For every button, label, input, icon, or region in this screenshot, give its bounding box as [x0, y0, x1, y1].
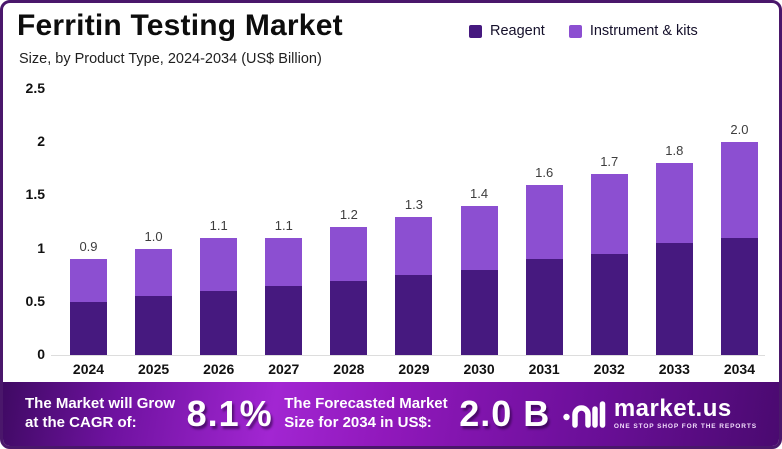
- segment-reagent: [460, 269, 498, 355]
- bar-total-label: 1.1: [274, 217, 293, 233]
- segment-reagent: [265, 285, 303, 355]
- instrument-swatch-icon: [568, 24, 582, 38]
- bar-chart: 0 0.5 1 1.5 2 2.5 0.9 1.0 1.1 1.1 1.2 1.3 1.4 1.6 1.7…: [3, 3, 779, 446]
- x-axis-label-2027: 2027: [268, 361, 300, 377]
- segment-reagent: [590, 253, 628, 355]
- page-title: Ferritin Testing Market: [17, 9, 343, 42]
- bar-total-label: 2.0: [730, 122, 749, 138]
- forecast-label-line1: The Forecasted Market: [284, 395, 448, 413]
- chart-legend: Reagent Instrument & kits: [469, 23, 698, 39]
- chart-subtitle: Size, by Product Type, 2024-2034 (US$ Bi…: [19, 51, 322, 67]
- bar-total-label: 1.3: [404, 196, 423, 212]
- segment-instrument-kits: [590, 174, 628, 254]
- logo-tagline: ONE STOP SHOP FOR THE REPORTS: [613, 423, 757, 431]
- bar-total-label: 1.8: [665, 143, 684, 159]
- segment-instrument-kits: [460, 206, 498, 270]
- segment-instrument-kits: [70, 259, 107, 302]
- legend-item-reagent: Reagent: [469, 23, 545, 39]
- x-axis-label-2031: 2031: [528, 361, 560, 377]
- x-axis-line: [51, 355, 765, 356]
- marketus-logo: market.us ONE STOP SHOP FOR THE REPORTS: [562, 396, 757, 432]
- legend-item-instrument: Instrument & kits: [568, 23, 698, 39]
- x-axis-label-2032: 2032: [593, 361, 625, 377]
- logo-text: market.us: [613, 395, 732, 423]
- marketus-logo-icon: [563, 401, 606, 428]
- y-tick-label: 1: [37, 239, 45, 256]
- bar-total-label: 1.7: [600, 154, 619, 170]
- bar-total-label: 1.4: [470, 186, 489, 202]
- cagr-value: 8.1%: [186, 393, 273, 434]
- segment-instrument-kits: [330, 227, 368, 281]
- forecast-label: The Forecasted Market Size for 2034 in U…: [284, 395, 447, 433]
- segment-reagent: [655, 243, 693, 355]
- segment-instrument-kits: [135, 248, 173, 297]
- y-tick-label: 2: [37, 133, 45, 150]
- legend-label: Instrument & kits: [589, 23, 698, 39]
- segment-reagent: [200, 291, 238, 355]
- bar-2028: 1.2: [330, 207, 368, 355]
- segment-instrument-kits: [655, 163, 693, 244]
- segment-reagent: [330, 280, 368, 355]
- x-axis-labels: 2024 2025 2026 2027 2028 2029 2030 2031 2032 2033…: [70, 361, 758, 377]
- segment-reagent: [395, 275, 433, 355]
- cagr-label-line1: The Market will Grow: [25, 395, 176, 413]
- bar-2029: 1.3: [395, 196, 433, 355]
- segment-instrument-kits: [265, 237, 303, 286]
- legend-label: Reagent: [490, 23, 545, 39]
- segment-instrument-kits: [720, 142, 758, 238]
- bar-2033: 1.8: [655, 143, 693, 355]
- segment-reagent: [70, 301, 107, 355]
- bar-total-label: 1.1: [209, 217, 228, 233]
- x-axis-label-2030: 2030: [463, 361, 495, 377]
- bar-2024: 0.9: [70, 239, 107, 355]
- stats-banner: The Market will Grow at the CAGR of: 8.1…: [3, 382, 779, 446]
- bar-2025: 1.0: [135, 228, 173, 355]
- x-axis-label-2026: 2026: [203, 361, 235, 377]
- x-axis-label-2034: 2034: [723, 361, 756, 377]
- bar-total-label: 1.0: [144, 228, 163, 244]
- segment-reagent: [525, 259, 563, 355]
- cagr-label-line2: at the CAGR of:: [25, 414, 137, 431]
- forecast-value: 2.0 B: [459, 393, 551, 434]
- y-tick-label: 0.5: [25, 292, 45, 309]
- bar-total-label: 0.9: [79, 239, 98, 255]
- x-axis-label-2025: 2025: [138, 361, 170, 377]
- bar-2031: 1.6: [525, 164, 563, 355]
- bar-2027: 1.1: [265, 217, 303, 355]
- bar-2034: 2.0: [720, 122, 758, 355]
- bar-2030: 1.4: [460, 186, 498, 355]
- bar-total-label: 1.6: [535, 164, 554, 180]
- bar-2032: 1.7: [590, 154, 628, 355]
- cagr-label: The Market will Grow at the CAGR of:: [25, 395, 175, 433]
- segment-instrument-kits: [395, 216, 433, 276]
- bar-2026: 1.1: [200, 217, 238, 355]
- segment-instrument-kits: [200, 237, 238, 292]
- forecast-label-line2: Size for 2034 in US$:: [284, 414, 432, 431]
- x-axis-label-2029: 2029: [398, 361, 430, 377]
- reagent-swatch-icon: [469, 24, 482, 38]
- y-tick-label: 0: [37, 346, 45, 362]
- segment-reagent: [720, 237, 758, 355]
- bar-total-label: 1.2: [339, 207, 358, 223]
- x-axis-label-2028: 2028: [333, 361, 365, 377]
- x-axis-label-2033: 2033: [658, 361, 690, 377]
- segment-instrument-kits: [525, 184, 563, 260]
- y-tick-label: 1.5: [25, 186, 45, 203]
- plot-area: 0.9 1.0 1.1 1.1 1.2 1.3 1.4 1.6 1.7 1.8 2.0: [70, 89, 758, 355]
- x-axis-label-2024: 2024: [72, 361, 105, 377]
- y-tick-label: 2.5: [25, 80, 45, 96]
- segment-reagent: [135, 296, 173, 355]
